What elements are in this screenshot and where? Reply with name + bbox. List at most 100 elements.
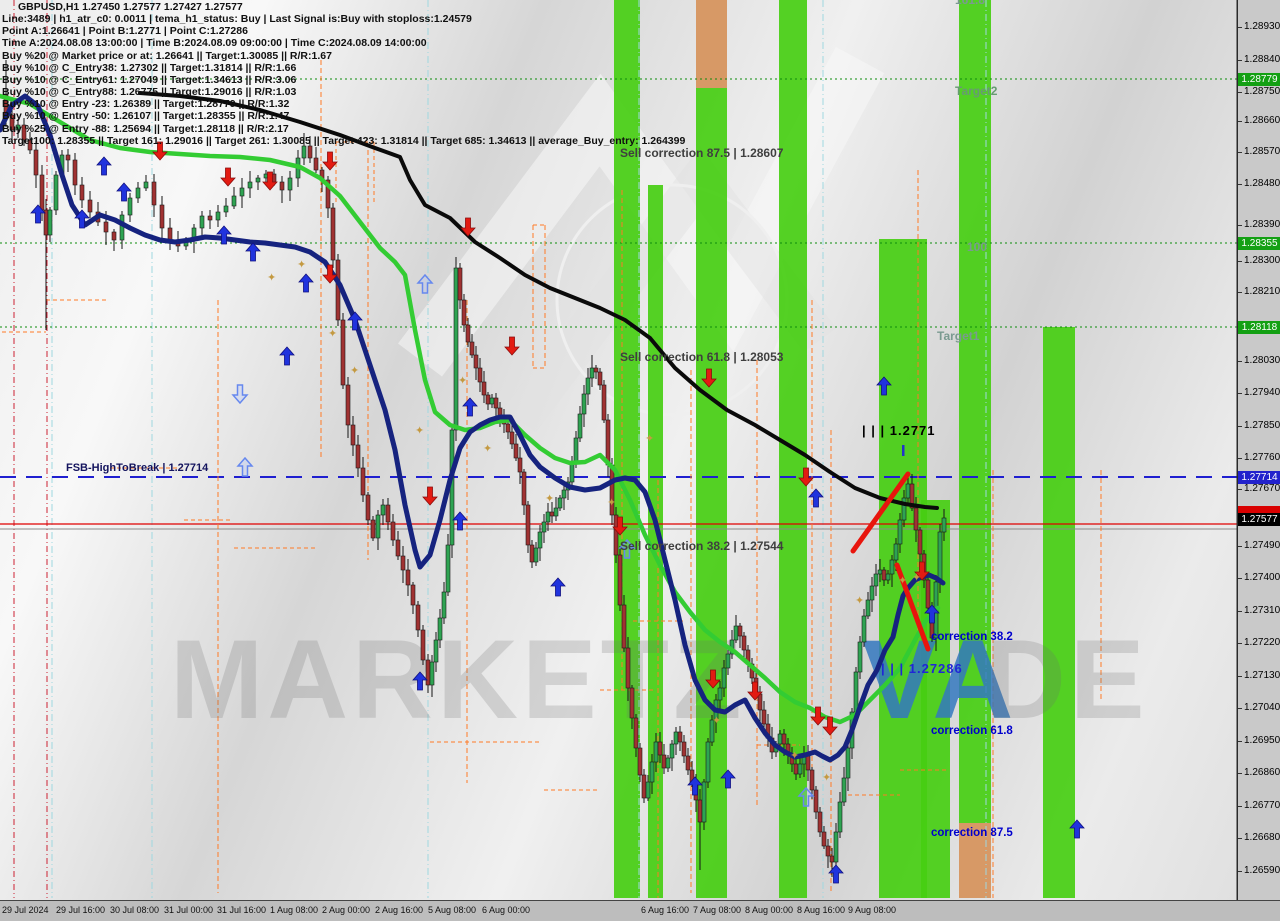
- time-axis-label: 8 Aug 16:00: [797, 905, 846, 915]
- star-marker-icon: ✦: [822, 772, 831, 784]
- time-axis-label: 2 Aug 00:00: [322, 905, 371, 915]
- candle: [469, 334, 475, 358]
- buy-arrow-icon: [216, 225, 232, 245]
- candle: [837, 792, 843, 838]
- candle: [441, 582, 447, 624]
- candle: [465, 318, 471, 347]
- candle: [657, 732, 663, 763]
- candle: [533, 542, 539, 566]
- time-axis-label: 6 Aug 00:00: [482, 905, 531, 915]
- price-axis-tick: [1238, 292, 1242, 293]
- candle: [561, 486, 567, 510]
- watermark-text: MARKETZ: [170, 617, 745, 742]
- price-axis-tick: [1238, 27, 1242, 28]
- price-axis-tick: [1238, 261, 1242, 262]
- sell-arrow-icon: [504, 336, 520, 356]
- candle: [207, 210, 213, 229]
- price-axis-label: 1.28300: [1244, 255, 1280, 266]
- candle: [669, 740, 675, 771]
- price-axis-tick: [1238, 806, 1242, 807]
- price-axis-tick: [1238, 361, 1242, 362]
- time-axis-label: 5 Aug 08:00: [428, 905, 477, 915]
- candle: [223, 198, 229, 217]
- candle: [741, 632, 747, 660]
- price-level-box: 1.28779: [1238, 73, 1280, 86]
- candle: [47, 207, 53, 242]
- time-axis-label: 7 Aug 08:00: [693, 905, 742, 915]
- sell-arrow-icon: [747, 681, 763, 701]
- time-axis-label: 2 Aug 16:00: [375, 905, 424, 915]
- candle: [521, 469, 527, 515]
- sell-arrow-icon: [322, 264, 338, 284]
- price-axis-label: 1.28930: [1244, 21, 1280, 32]
- buy-arrow-icon: [96, 156, 112, 176]
- sell-arrow-icon: [705, 669, 721, 689]
- candle: [901, 490, 907, 527]
- candle: [415, 601, 421, 637]
- candle: [841, 767, 847, 806]
- abc-line: [850, 471, 911, 554]
- candle: [817, 807, 823, 837]
- candle: [513, 434, 519, 461]
- candle: [143, 175, 149, 191]
- session-band: [879, 239, 927, 898]
- time-axis-label: 31 Jul 00:00: [164, 905, 214, 915]
- candle: [9, 110, 15, 140]
- candle: [705, 738, 711, 788]
- candle: [390, 514, 396, 546]
- candle: [72, 153, 78, 195]
- candle: [335, 254, 341, 326]
- buy-arrow-icon: [116, 182, 132, 202]
- price-level-box: 1.27714: [1238, 471, 1280, 484]
- candle: [370, 516, 376, 541]
- sell-arrow-icon: [460, 217, 476, 237]
- price-axis-tick: [1238, 184, 1242, 185]
- candle: [757, 686, 763, 723]
- buy-arrow-icon: [412, 671, 428, 691]
- time-axis-label: 30 Jul 08:00: [110, 905, 160, 915]
- candle: [517, 447, 523, 484]
- price-axis-tick: [1238, 92, 1242, 93]
- star-marker-icon: ✦: [645, 433, 654, 445]
- candle: [433, 632, 439, 672]
- candle: [461, 294, 467, 332]
- price-axis-tick: [1238, 60, 1242, 61]
- candle: [239, 178, 245, 208]
- buy-arrow-icon: [1069, 819, 1085, 839]
- star-marker-icon: ✦: [898, 575, 907, 587]
- candle: [365, 492, 371, 525]
- candle: [509, 423, 515, 449]
- candle: [410, 582, 416, 614]
- candle: [709, 715, 715, 746]
- time-axis-label: 29 Jul 2024: [2, 905, 49, 915]
- candle: [65, 149, 71, 172]
- candle: [481, 371, 487, 403]
- price-axis-label: 1.26770: [1244, 800, 1280, 811]
- hollow-up-arrow-icon: [236, 456, 254, 477]
- candle: [845, 745, 851, 791]
- session-band: [696, 88, 727, 898]
- price-axis[interactable]: 1.28930 1.28840 1.28750 1.28660 1.28570 1.284…: [1237, 0, 1280, 900]
- candle: [889, 555, 895, 587]
- candle: [53, 171, 59, 215]
- candle: [665, 755, 671, 772]
- candle: [27, 132, 33, 154]
- candle: [873, 564, 879, 596]
- price-axis-tick: [1238, 489, 1242, 490]
- abc-line: [894, 562, 931, 652]
- sell-arrow-icon: [422, 486, 438, 506]
- price-axis-label: 1.27940: [1244, 387, 1280, 398]
- buy-arrow-icon: [720, 769, 736, 789]
- buy-arrow-icon: [245, 242, 261, 262]
- time-axis[interactable]: 29 Jul 2024 29 Jul 16:00 30 Jul 08:00 31 Ju…: [0, 900, 1280, 921]
- candle: [400, 546, 406, 583]
- buy-arrow-icon: [279, 346, 295, 366]
- sell-arrow-icon: [152, 141, 168, 161]
- price-axis-label: 1.27310: [1244, 605, 1280, 616]
- candle: [79, 177, 85, 208]
- buy-arrow-icon: [298, 273, 314, 293]
- candle: [549, 502, 555, 523]
- candle: [287, 171, 293, 201]
- candle: [375, 510, 381, 550]
